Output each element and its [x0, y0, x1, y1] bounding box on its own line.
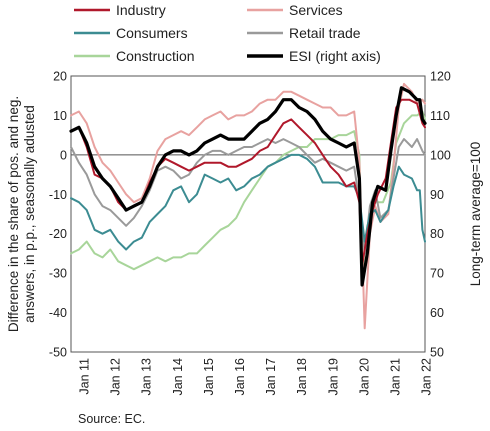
series-line-consumers [70, 153, 426, 251]
right-tick-label: 110 [430, 109, 450, 123]
left-axis: 20 10 0 -10 -20 -30 -40 -50 [49, 70, 67, 360]
left-tick-label: -10 [49, 188, 67, 202]
source-note: Source: EC. [78, 412, 145, 426]
legend: Industry Services Consumers Retail trade… [74, 2, 381, 64]
x-tick-label: Jan 20 [357, 358, 371, 396]
x-tick-label: Jan 17 [264, 358, 278, 396]
x-tick-label: Jan 19 [326, 358, 340, 396]
left-tick-label: -30 [49, 267, 67, 281]
x-tick-label: Jan 18 [295, 358, 309, 396]
left-tick-label: -40 [49, 306, 67, 320]
x-tick-label: Jan 22 [420, 358, 434, 396]
left-tick-label: 10 [53, 109, 67, 123]
legend-label-consumers: Consumers [116, 25, 188, 41]
left-tick-label: 20 [53, 70, 67, 84]
right-tick-label: 60 [430, 306, 444, 320]
right-tick-label: 80 [430, 227, 444, 241]
legend-label-industry: Industry [116, 2, 166, 18]
series-line-retail-trade [70, 138, 426, 255]
right-tick-label: 50 [430, 346, 444, 360]
left-axis-title-line-2: answers, in p.p., seasonally adusted [22, 105, 37, 323]
x-tick-label: Jan 12 [109, 358, 123, 396]
left-tick-label: -50 [49, 346, 67, 360]
series-line-esi-right-axis [69, 86, 427, 287]
x-tick-label: Jan 15 [202, 358, 216, 396]
x-tick-label: Jan 13 [140, 358, 154, 396]
x-tick-label: Jan 11 [78, 358, 92, 395]
plot-area [70, 75, 426, 353]
right-tick-label: 90 [430, 188, 444, 202]
right-tick-label: 70 [430, 267, 444, 281]
right-axis-title: Long-term average=100 [468, 142, 483, 286]
x-tick-label: Jan 16 [233, 358, 247, 396]
left-tick-label: -20 [49, 227, 67, 241]
right-tick-label: 120 [430, 70, 451, 84]
legend-label-esi: ESI (right axis) [289, 48, 381, 64]
x-tick-label: Jan 14 [171, 358, 185, 396]
right-tick-label: 100 [430, 148, 451, 162]
left-axis-title-line-1: Difference in the share of pos. and neg. [6, 96, 21, 332]
legend-label-services: Services [289, 2, 343, 18]
left-tick-label: 0 [60, 148, 67, 162]
x-axis: Jan 11 Jan 12 Jan 13 Jan 14 Jan 15 Jan 1… [78, 358, 434, 396]
x-tick-label: Jan 21 [389, 358, 403, 396]
legend-label-retail-trade: Retail trade [289, 25, 361, 41]
series-layer [69, 82, 427, 330]
legend-label-construction: Construction [116, 48, 195, 64]
right-axis: 120 110 100 90 80 70 60 50 [430, 70, 451, 360]
